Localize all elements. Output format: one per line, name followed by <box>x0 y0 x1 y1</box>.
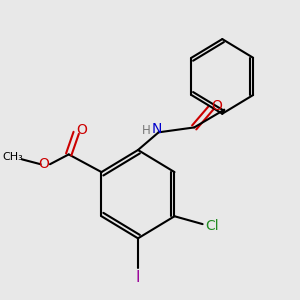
Text: O: O <box>211 99 222 113</box>
Text: Cl: Cl <box>205 219 219 233</box>
Text: O: O <box>38 157 49 171</box>
Text: N: N <box>152 122 162 136</box>
Text: I: I <box>136 270 140 285</box>
Text: CH₃: CH₃ <box>2 152 23 162</box>
Text: O: O <box>76 123 87 137</box>
Text: H: H <box>142 124 151 137</box>
